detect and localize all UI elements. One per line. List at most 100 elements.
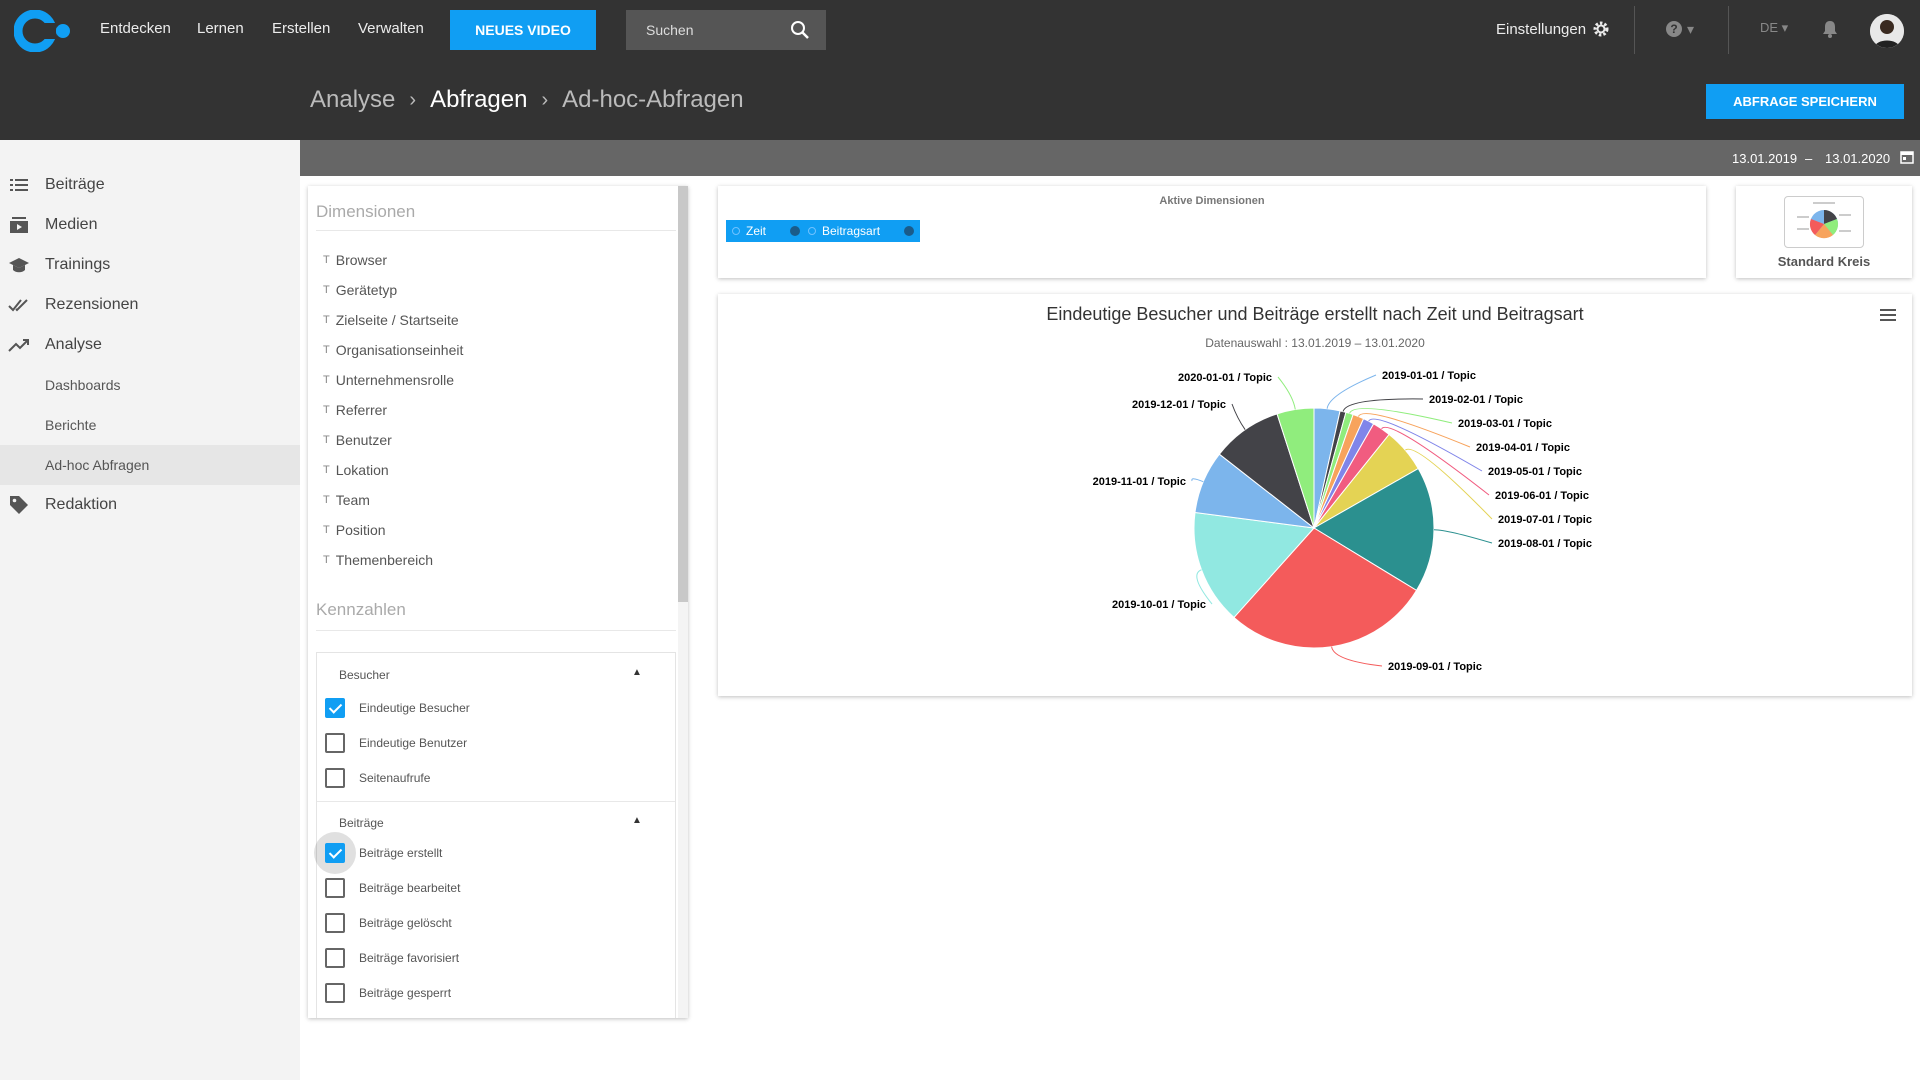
- new-video-button[interactable]: NEUES VIDEO: [450, 10, 596, 50]
- dimension-chip-zeit[interactable]: Zeit: [726, 220, 807, 242]
- metric-checkbox-row[interactable]: Seitenaufrufe: [325, 765, 430, 791]
- avatar[interactable]: [1870, 14, 1904, 48]
- text-type-icon: T: [323, 494, 330, 506]
- remove-chip-icon[interactable]: [904, 226, 915, 236]
- divider: [316, 630, 676, 631]
- language-select[interactable]: DE ▾: [1760, 20, 1789, 35]
- dimension-item[interactable]: T Position: [323, 522, 386, 538]
- checkbox[interactable]: [325, 948, 345, 968]
- date-from[interactable]: 13.01.2019: [1732, 151, 1798, 166]
- group-header-besucher[interactable]: Besucher ▲: [317, 655, 675, 695]
- sidebar-item-dashboards[interactable]: Dashboards: [0, 365, 300, 405]
- dimension-label: Zielseite / Startseite: [335, 312, 459, 328]
- checkbox[interactable]: [325, 733, 345, 753]
- label-connector: [1277, 376, 1296, 410]
- kennzahlen-box: Besucher ▲ Eindeutige Besucher Eindeutig…: [314, 652, 676, 1018]
- sidebar-item-berichte[interactable]: Berichte: [0, 405, 300, 445]
- user-avatar-icon: [1870, 14, 1904, 48]
- pie-slice[interactable]: [1193, 511, 1316, 619]
- checkbox[interactable]: [325, 878, 345, 898]
- sidebar-item-label: Beiträge: [45, 176, 105, 193]
- label-connector: [1331, 646, 1383, 667]
- dimension-item[interactable]: T Organisationseinheit: [323, 342, 463, 358]
- search-icon[interactable]: [790, 20, 810, 40]
- sidebar-item-redaktion[interactable]: Redaktion: [0, 485, 300, 525]
- metric-checkbox-row[interactable]: Beiträge gesperrt: [325, 980, 451, 1006]
- metric-checkbox-row[interactable]: Beiträge favorisiert: [325, 945, 459, 971]
- scrollbar-thumb[interactable]: [678, 186, 688, 602]
- search-input[interactable]: Suchen: [626, 10, 826, 50]
- breadcrumb-abfragen[interactable]: Abfragen: [430, 86, 528, 113]
- dimension-chip-beitragsart[interactable]: Beitragsart: [802, 220, 921, 242]
- dimension-item[interactable]: T Themenbereich: [323, 552, 433, 568]
- metric-checkbox-row[interactable]: Eindeutige Benutzer: [325, 730, 467, 756]
- chevron-right-icon: ›: [541, 88, 549, 111]
- pie-slice[interactable]: [1276, 407, 1315, 529]
- pie-slice-label: 2019-11-01 / Topic: [1093, 476, 1186, 488]
- checkbox[interactable]: [325, 913, 345, 933]
- sidebar-item-label: Rezensionen: [45, 296, 139, 313]
- metric-label: Beiträge bearbeitet: [359, 881, 461, 895]
- collapse-arrow-icon[interactable]: ▲: [632, 667, 642, 678]
- settings-link[interactable]: Einstellungen: [1496, 20, 1610, 38]
- sidebar-item-medien[interactable]: Medien: [0, 205, 300, 245]
- pie-slice-label: 2019-09-01 / Topic: [1388, 661, 1482, 673]
- dimension-item[interactable]: T Benutzer: [323, 432, 392, 448]
- calendar-icon[interactable]: [1900, 150, 1914, 164]
- sidebar-item-label: Medien: [45, 216, 98, 233]
- trending-up-icon: [8, 339, 29, 352]
- text-type-icon: T: [323, 434, 330, 446]
- sidebar-item-beitraege[interactable]: Beiträge: [0, 165, 300, 205]
- metric-checkbox-row[interactable]: Beiträge bearbeitet: [325, 875, 460, 901]
- metric-checkbox-row[interactable]: Beiträge gelöscht: [325, 910, 452, 936]
- sidebar-item-label: Trainings: [45, 256, 111, 273]
- dimension-item[interactable]: T Referrer: [323, 402, 387, 418]
- sidebar-item-trainings[interactable]: Trainings: [0, 245, 300, 285]
- chart-type-thumbnail: [1784, 196, 1864, 248]
- dimension-label: Browser: [335, 252, 388, 268]
- sidebar-item-label: Analyse: [45, 336, 102, 353]
- nav-erstellen[interactable]: Erstellen: [272, 20, 331, 37]
- sidebar-item-label: Dashboards: [45, 377, 121, 393]
- bell-icon[interactable]: [1822, 20, 1838, 38]
- scrollbar-track[interactable]: [678, 186, 688, 1018]
- metric-checkbox-row[interactable]: Eindeutige Besucher: [325, 695, 470, 721]
- metric-checkbox-row[interactable]: Beiträge erstellt: [325, 840, 442, 866]
- dimension-item[interactable]: T Gerätetyp: [323, 282, 397, 298]
- chart-type-selector[interactable]: Standard Kreis: [1736, 186, 1912, 278]
- save-query-button[interactable]: ABFRAGE SPEICHERN: [1706, 84, 1904, 119]
- label-connector: [1433, 529, 1493, 544]
- group-header-beitraege[interactable]: Beiträge ▲: [317, 803, 675, 843]
- logo-icon[interactable]: [14, 10, 72, 52]
- group-label: Besucher: [339, 668, 390, 682]
- hamburger-menu-icon[interactable]: [1880, 308, 1896, 322]
- label-connector: [1368, 418, 1483, 472]
- dimension-item[interactable]: T Unternehmensrolle: [323, 372, 454, 388]
- sidebar-item-adhoc[interactable]: Ad-hoc Abfragen: [0, 445, 300, 485]
- sidebar-item-rezensionen[interactable]: Rezensionen: [0, 285, 300, 325]
- dimension-item[interactable]: T Lokation: [323, 462, 389, 478]
- nav-verwalten[interactable]: Verwalten: [358, 20, 424, 37]
- collapse-arrow-icon[interactable]: ▲: [632, 815, 642, 826]
- date-to[interactable]: 13.01.2020: [1825, 151, 1891, 166]
- remove-chip-icon[interactable]: [790, 226, 801, 236]
- dimension-item[interactable]: T Browser: [323, 252, 387, 268]
- drag-handle-icon[interactable]: [808, 227, 816, 235]
- label-connector: [1349, 407, 1453, 424]
- dimension-item[interactable]: T Team: [323, 492, 370, 508]
- dimension-item[interactable]: T Zielseite / Startseite: [323, 312, 459, 328]
- checkbox[interactable]: [325, 768, 345, 788]
- checkbox[interactable]: [325, 983, 345, 1003]
- drag-handle-icon[interactable]: [732, 227, 740, 235]
- checkbox[interactable]: [325, 843, 345, 863]
- text-type-icon: T: [323, 314, 330, 326]
- nav-entdecken[interactable]: Entdecken: [100, 20, 171, 37]
- sidebar-item-label: Berichte: [45, 417, 97, 433]
- help-menu[interactable]: ? ▾: [1665, 20, 1694, 38]
- breadcrumb-analyse[interactable]: Analyse: [310, 86, 396, 113]
- nav-lernen[interactable]: Lernen: [197, 20, 244, 37]
- checkbox[interactable]: [325, 698, 345, 718]
- date-separator: –: [1805, 151, 1813, 166]
- sidebar-item-analyse[interactable]: Analyse: [0, 325, 300, 365]
- help-icon: ?: [1666, 21, 1682, 37]
